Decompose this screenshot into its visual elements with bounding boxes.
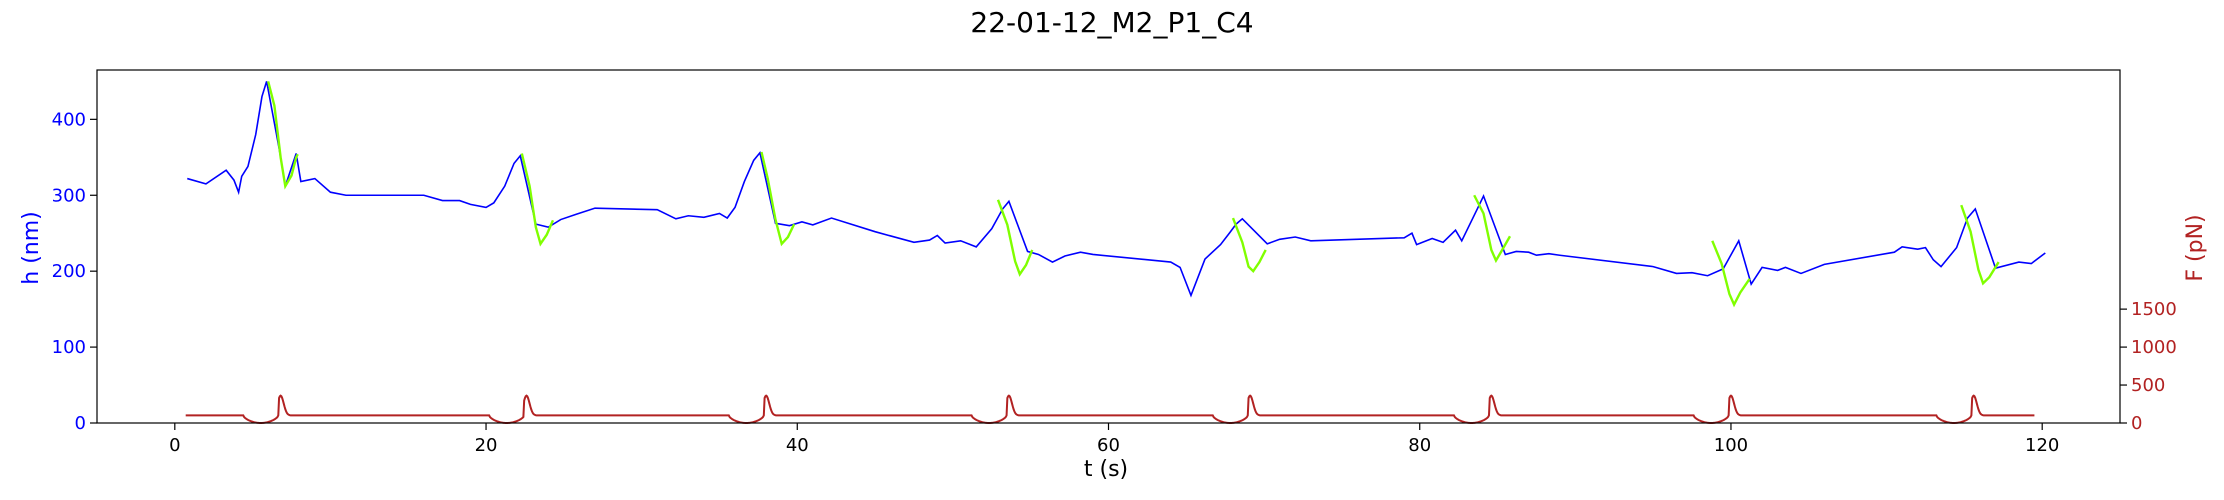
x-tick-label: 60 (1097, 435, 1120, 456)
h-retraction-segment-8 (1960, 204, 2000, 286)
h-retraction-segment-3 (760, 151, 796, 247)
y-left-tick-label: 200 (52, 261, 86, 282)
x-tick-label: 120 (2025, 435, 2059, 456)
h-retraction-segment-5 (1231, 217, 1267, 274)
x-tick-label: 100 (1714, 435, 1748, 456)
plot-frame (96, 69, 2121, 424)
y-left-tick-label: 400 (52, 109, 86, 130)
chart-title: 22-01-12_M2_P1_C4 (970, 6, 1253, 39)
h-retraction-segment-4 (996, 199, 1034, 277)
y-axis-right-label: F (pN) (2183, 214, 2208, 281)
x-tick-label: 20 (475, 435, 498, 456)
y-left-tick-label: 0 (75, 413, 86, 434)
force-series-line (185, 394, 2035, 424)
y-left-tick-label: 100 (52, 337, 86, 358)
x-tick-label: 40 (786, 435, 809, 456)
h-retraction-segment-2 (520, 153, 555, 247)
h-retraction-segment-7 (1711, 240, 1751, 308)
y-right-tick-label: 0 (2131, 413, 2142, 434)
x-tick-label: 0 (169, 435, 180, 456)
x-tick-label: 80 (1408, 435, 1431, 456)
series-layer (185, 81, 2046, 424)
y-left-tick-label: 300 (52, 185, 86, 206)
y-right-tick-label: 1500 (2131, 299, 2177, 320)
h-retraction-segment-6 (1473, 194, 1512, 264)
y-axis-left-label: h (nm) (19, 211, 44, 284)
x-axis-label: t (s) (1084, 457, 1128, 482)
h-retraction-segment-1 (267, 81, 299, 190)
h-series-line (187, 81, 2046, 298)
y-right-tick-label: 1000 (2131, 337, 2177, 358)
axes-layer: 0 20 40 60 80 100 120 0 100 200 300 400 0 500 1000 1500 (52, 69, 2177, 456)
y-right-tick-label: 500 (2131, 375, 2165, 396)
